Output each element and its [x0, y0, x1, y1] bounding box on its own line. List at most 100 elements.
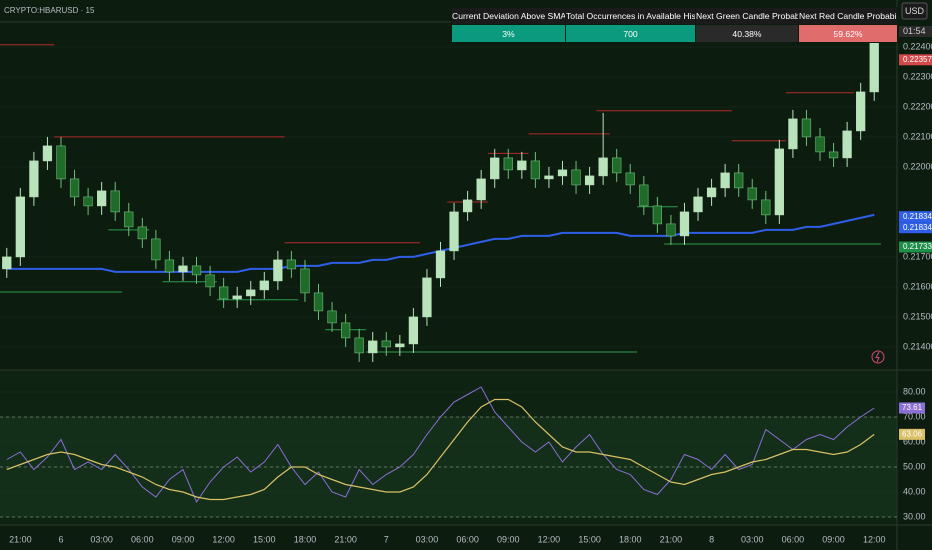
alert-bolt [875, 351, 880, 363]
y-tick-label: 80.00 [903, 386, 926, 396]
x-tick-label: 06:00 [456, 534, 479, 544]
x-tick-label: 03:00 [416, 534, 439, 544]
candle-body [151, 238, 161, 261]
candle-body [449, 211, 459, 252]
candle-body [761, 199, 771, 216]
table-cell: 59.62% [798, 24, 898, 43]
candle-body [869, 40, 879, 93]
x-tick-label: 12:00 [538, 534, 561, 544]
price-tag-label: 0.21733 [903, 242, 932, 251]
table-row: 3% 700 40.38% 59.62% [451, 24, 898, 43]
candle-body [544, 175, 554, 180]
x-tick-label: 18:00 [619, 534, 642, 544]
x-tick-label: 6 [58, 534, 63, 544]
candle-body [110, 190, 120, 213]
x-tick-label: 15:00 [253, 534, 276, 544]
candle-body [666, 223, 676, 237]
candle-body [856, 91, 866, 132]
x-tick-label: 09:00 [497, 534, 520, 544]
price-tag-label: 0.22357 [903, 55, 932, 64]
x-tick-label: 09:00 [822, 534, 845, 544]
candle-body [476, 178, 486, 201]
table-cell: Next Red Candle Probability [798, 7, 898, 25]
stats-table: Current Deviation Above SMA 200Total Occ… [451, 7, 898, 43]
price-tag [899, 211, 932, 223]
candle-body [137, 226, 147, 240]
candle-body [313, 292, 324, 312]
candle-body [340, 322, 351, 339]
rsi-tag-label: 63.06 [902, 429, 923, 438]
candle-body [734, 172, 744, 189]
candle-body [300, 268, 310, 294]
candle-body [69, 178, 80, 198]
x-tick-label: 12:00 [212, 534, 235, 544]
candle-body [462, 199, 473, 213]
candle-body [625, 172, 635, 186]
table-cell: 700 [565, 24, 696, 43]
symbol-title: CRYPTO:HBARUSD · 15 [4, 6, 95, 15]
alert-icon[interactable] [871, 350, 885, 364]
table-cell: Total Occurrences in Available History [565, 7, 696, 25]
candle-body [530, 160, 541, 180]
x-tick-label: 06:00 [782, 534, 805, 544]
rsi-line [6, 386, 875, 504]
candle-body [327, 310, 337, 324]
x-tick-label: 21:00 [334, 534, 357, 544]
candle-body [503, 157, 513, 171]
candle-body [693, 196, 703, 213]
candle-body [178, 265, 188, 273]
countdown-box [899, 26, 932, 37]
candle-body [232, 295, 242, 300]
candle-body [381, 340, 391, 348]
candle-body [83, 196, 93, 207]
candle-body [679, 211, 690, 237]
rsi-tag [899, 402, 925, 414]
candle-body [788, 118, 798, 150]
x-tick-label: 03:00 [90, 534, 113, 544]
candle-body [219, 286, 229, 300]
y-tick-label: 0.22400 [903, 41, 932, 51]
currency-box[interactable] [901, 2, 928, 20]
candle-body [612, 157, 622, 174]
rsi-tag [899, 428, 925, 440]
candle-body [774, 148, 784, 216]
candle-body [124, 211, 134, 228]
candle-body [435, 250, 446, 279]
table-cell: Next Green Candle Probability [695, 7, 799, 25]
y-tick-label: 60.00 [903, 436, 926, 446]
x-tick-label: 8 [709, 534, 714, 544]
candle-body [259, 280, 269, 291]
x-tick-label: 15:00 [578, 534, 601, 544]
candle-body [706, 187, 717, 198]
x-tick-label: 21:00 [9, 534, 32, 544]
y-tick-label: 50.00 [903, 461, 926, 471]
rsi-tag-label: 73.61 [902, 403, 923, 412]
x-tick-label: 09:00 [172, 534, 195, 544]
candle-body [42, 145, 53, 162]
candle-body [490, 157, 500, 180]
price-tag-label: 0.21834 [903, 223, 932, 232]
candle-body [246, 289, 256, 297]
price-tag [899, 54, 932, 66]
candle-body [273, 259, 283, 282]
x-tick-label: 21:00 [660, 534, 683, 544]
table-cell: Current Deviation Above SMA 200 [451, 7, 566, 25]
candle-body [639, 184, 649, 207]
candle-body [517, 160, 527, 171]
candle-body [395, 343, 405, 348]
rsi-band [0, 417, 897, 517]
candle-body [842, 130, 852, 159]
candle-body [15, 196, 25, 258]
candle-body [56, 145, 66, 180]
candle-body [191, 265, 202, 276]
x-tick-label: 18:00 [294, 534, 317, 544]
